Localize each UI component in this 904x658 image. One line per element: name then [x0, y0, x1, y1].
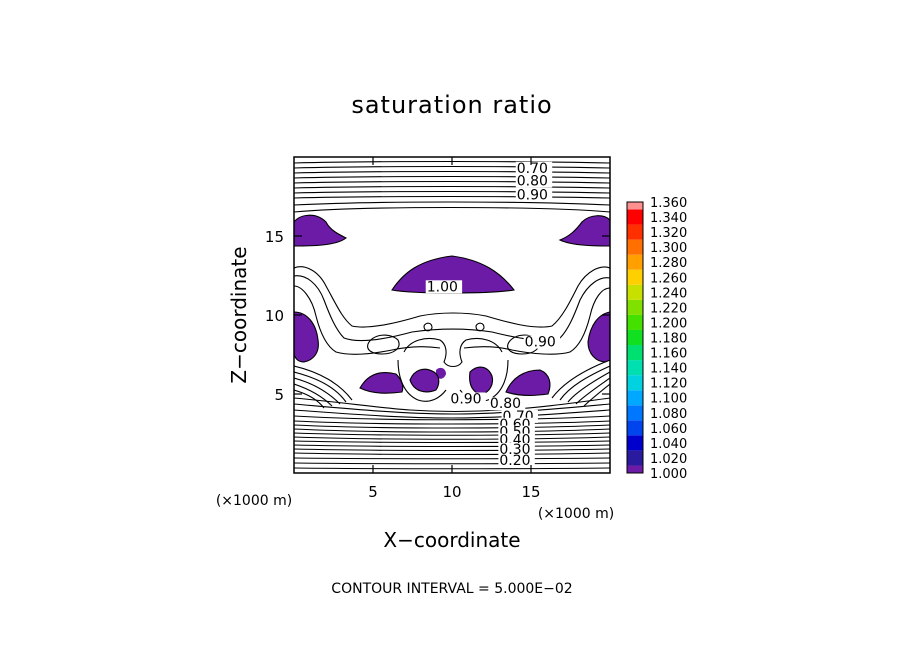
colorbar-level-label: 1.180 — [650, 332, 687, 347]
colorbar-level-label: 1.280 — [650, 256, 687, 271]
colorbar-swatch — [627, 269, 643, 285]
colorbar-swatch — [627, 360, 643, 376]
y-tick-label: 10 — [265, 307, 284, 325]
supersat-region-left-mid — [294, 312, 319, 362]
colorbar-level-label: 1.220 — [650, 301, 687, 316]
axes: 5 10 15 5 10 15 — [265, 157, 610, 501]
colorbar-level-label: 1.080 — [650, 407, 687, 422]
contour-label-bg — [488, 397, 526, 411]
x-tick-label: 15 — [521, 483, 540, 501]
contour-label-bg — [498, 454, 535, 468]
colorbar-swatch — [627, 209, 643, 225]
colorbar-swatch — [627, 329, 643, 346]
x-axis-unit: (×1000 m) — [538, 506, 614, 522]
colorbar-swatch — [627, 224, 643, 240]
colorbar-swatch — [627, 435, 643, 451]
colorbar-swatch — [627, 420, 643, 436]
contour-label-bg — [515, 188, 553, 202]
colorbar-frame — [626, 201, 644, 474]
colorbar-level-label: 1.300 — [650, 241, 687, 256]
colorbar-level-label: 1.360 — [650, 196, 687, 211]
contour-label: 1.00 — [427, 279, 458, 295]
contour-label-bg — [425, 280, 463, 294]
contour-label-bg — [498, 443, 535, 457]
contour-label: 0.80 — [490, 396, 521, 412]
colorbar-swatch — [627, 284, 643, 300]
colorbar-level-label: 1.240 — [650, 286, 687, 301]
colorbar-level-label: 1.140 — [650, 362, 687, 377]
y-tick-label: 15 — [265, 228, 284, 246]
x-axis-label: X−coordinate — [383, 528, 520, 552]
contour-label: 0.30 — [499, 442, 530, 458]
contour-label: 0.90 — [517, 188, 548, 204]
colorbar-level-label: 1.160 — [650, 347, 687, 362]
contour-label: 0.90 — [525, 335, 556, 351]
y-tick-label: 5 — [274, 386, 284, 404]
x-tick-label: 10 — [442, 483, 461, 501]
supersat-region-center-left-blob — [410, 369, 439, 392]
contour-label: 0.20 — [499, 453, 530, 469]
plot-frame — [293, 156, 611, 474]
supersat-region-center-right-blob — [469, 367, 493, 394]
colorbar-swatch — [627, 314, 643, 330]
colorbar-swatch — [627, 390, 643, 406]
colorbar-level-label: 1.060 — [650, 422, 687, 437]
contour-label-bg — [515, 161, 553, 175]
colorbar-level-label: 1.120 — [650, 377, 687, 392]
contour-label: 0.80 — [517, 173, 548, 189]
colorbar-swatch — [627, 345, 643, 361]
colorbar-swatch — [627, 450, 643, 466]
colorbar-swatch — [627, 202, 643, 210]
colorbar-swatch — [627, 254, 643, 270]
colorbar-swatch — [627, 465, 643, 473]
colorbar-level-label: 1.340 — [650, 211, 687, 226]
colorbar-level-label: 1.100 — [650, 392, 687, 407]
colorbar-swatch — [627, 299, 643, 315]
contour-label: 0.90 — [450, 391, 481, 407]
contour-label-bg — [523, 335, 561, 349]
colorbar-swatch — [627, 375, 643, 391]
colorbar-level-label: 1.320 — [650, 226, 687, 241]
contour-label: 0.70 — [517, 161, 548, 177]
supersat-region-center-small — [436, 367, 446, 379]
colorbar-level-label: 1.040 — [650, 437, 687, 452]
supersat-region-left-low — [360, 372, 403, 394]
y-axis-label: Z−coordinate — [227, 246, 251, 383]
colorbar-level-label: 1.200 — [650, 316, 687, 331]
chart-title: saturation ratio — [351, 91, 552, 119]
colorbar: 1.0001.0201.0401.0601.0801.1001.1201.140… — [626, 196, 687, 482]
colorbar-swatch — [627, 405, 643, 421]
colorbar-level-label: 1.260 — [650, 271, 687, 286]
supersat-region-left-upper — [294, 215, 346, 246]
contour-label-bg — [449, 392, 486, 406]
colorbar-level-label: 1.020 — [650, 452, 687, 467]
contour-label-bg — [515, 174, 553, 188]
plot-area: 0.700.800.901.000.900.90 0.800.700.600.50… — [294, 161, 610, 470]
supersat-region-right-low — [506, 370, 550, 396]
colorbar-swatch — [627, 239, 643, 255]
supersat-region-right-upper — [560, 215, 610, 246]
x-tick-label: 5 — [368, 483, 378, 501]
colorbar-level-label: 1.000 — [650, 467, 687, 482]
contour-interval-note: CONTOUR INTERVAL = 5.000E−02 — [331, 581, 572, 597]
y-axis-unit: (×1000 m) — [216, 493, 292, 509]
